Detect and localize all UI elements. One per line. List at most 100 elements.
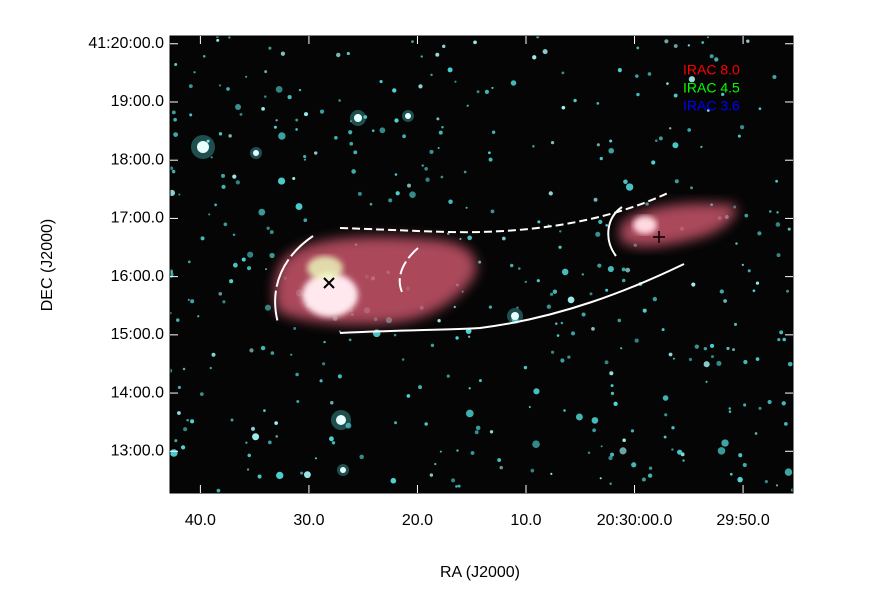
star [501, 236, 506, 241]
star [278, 132, 286, 140]
star [314, 457, 318, 460]
star [510, 80, 517, 86]
star [775, 484, 779, 487]
star [608, 147, 615, 154]
star [346, 51, 350, 56]
star [222, 300, 226, 304]
star [777, 338, 781, 342]
star [319, 109, 325, 114]
star [218, 84, 222, 87]
star [478, 379, 482, 383]
star [743, 403, 747, 407]
star [596, 102, 600, 105]
star [752, 289, 756, 293]
star [662, 395, 669, 401]
star [654, 139, 658, 142]
star [363, 115, 368, 119]
star [719, 289, 724, 294]
outline-arc [398, 247, 419, 293]
star [784, 468, 793, 476]
star [533, 388, 540, 395]
star [303, 154, 307, 159]
legend-entry: IRAC 4.5 [683, 80, 740, 96]
star [232, 262, 238, 268]
star [631, 462, 637, 468]
star [733, 322, 738, 326]
star [451, 478, 456, 483]
star [703, 361, 710, 368]
bright-star [511, 312, 519, 320]
star [587, 451, 591, 455]
star [721, 439, 729, 447]
star [411, 40, 414, 43]
star [357, 191, 362, 196]
star [776, 253, 781, 258]
star [647, 473, 653, 478]
star [216, 36, 219, 39]
star [651, 160, 656, 165]
star [558, 245, 562, 249]
star [249, 348, 254, 353]
star [189, 113, 193, 117]
star [264, 304, 272, 311]
star [610, 384, 614, 388]
star [592, 428, 597, 433]
star [787, 227, 791, 231]
star [257, 474, 262, 479]
star [668, 127, 672, 130]
star [549, 292, 554, 296]
star [216, 38, 220, 42]
outline-arc [607, 206, 623, 257]
star [269, 230, 274, 235]
star [636, 46, 640, 50]
star [232, 233, 236, 237]
star [666, 82, 669, 85]
star [190, 299, 195, 304]
x-tick-label: 20.0 [402, 512, 433, 529]
star [617, 68, 622, 73]
star [740, 125, 745, 130]
star [489, 430, 494, 434]
star [700, 145, 703, 149]
star [738, 453, 743, 458]
star [298, 88, 302, 92]
star [465, 206, 468, 209]
star [682, 459, 685, 462]
nebula-core [307, 256, 343, 280]
y-axis-label: DEC (J2000) [39, 219, 56, 311]
star [609, 371, 614, 376]
star [275, 435, 278, 438]
y-tick-label: 17:00.0 [111, 210, 164, 227]
star [171, 169, 176, 174]
star [394, 173, 398, 176]
star [392, 88, 397, 93]
star [550, 140, 555, 145]
star [457, 484, 461, 488]
star [560, 358, 565, 363]
x-tick-label: 29:50.0 [716, 512, 769, 529]
image-background [170, 36, 793, 493]
star [741, 263, 744, 267]
star [484, 89, 490, 94]
star [620, 347, 623, 350]
y-tick-label: 18:00.0 [111, 151, 164, 168]
star [338, 99, 341, 102]
star [573, 98, 577, 103]
star [758, 406, 762, 410]
star [173, 132, 179, 138]
star [630, 429, 635, 433]
star [589, 292, 593, 296]
star [652, 296, 658, 302]
star [783, 421, 788, 426]
star [369, 202, 373, 206]
star [550, 472, 553, 476]
star [605, 288, 609, 292]
star [599, 477, 602, 480]
star [202, 55, 206, 58]
y-tick-label: 16:00.0 [111, 268, 164, 285]
star [295, 118, 299, 122]
star [688, 357, 693, 362]
star [277, 177, 286, 185]
star [567, 355, 571, 359]
star [186, 418, 189, 422]
